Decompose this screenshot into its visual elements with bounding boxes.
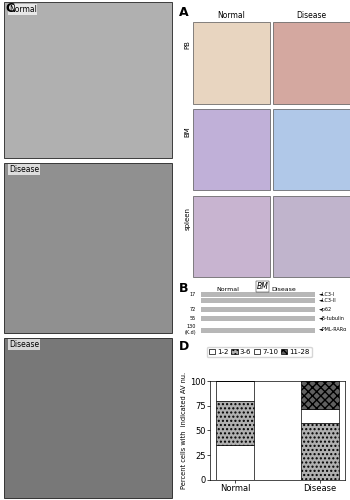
Text: Normal: Normal — [216, 287, 239, 292]
Text: Disease: Disease — [271, 287, 296, 292]
Bar — [193, 196, 270, 277]
Bar — [4, 162, 172, 332]
Text: ◄LC3-I: ◄LC3-I — [318, 292, 335, 297]
Text: ◄β-tubulin: ◄β-tubulin — [318, 316, 344, 321]
Bar — [273, 22, 350, 103]
Text: Disease: Disease — [9, 165, 39, 174]
Bar — [4, 2, 172, 158]
Bar — [301, 408, 339, 424]
Bar — [193, 109, 270, 190]
Text: BM: BM — [257, 282, 268, 291]
Text: BM: BM — [185, 126, 191, 137]
Text: A: A — [178, 6, 188, 18]
Text: 55: 55 — [190, 316, 196, 321]
Bar — [193, 22, 270, 103]
Bar — [201, 292, 315, 297]
Legend: 1-2, 3-6, 7-10, 11-28: 1-2, 3-6, 7-10, 11-28 — [207, 347, 312, 358]
Bar — [273, 196, 350, 277]
Text: Normal: Normal — [217, 11, 245, 20]
Text: Normal: Normal — [9, 5, 37, 14]
Bar — [216, 445, 254, 480]
Bar — [216, 401, 254, 445]
Bar — [216, 381, 254, 401]
Text: ◄p62: ◄p62 — [318, 307, 332, 312]
Text: ◄PML-RARα: ◄PML-RARα — [318, 328, 347, 332]
Text: 72: 72 — [190, 307, 196, 312]
Bar — [201, 316, 315, 322]
Text: Disease: Disease — [296, 11, 327, 20]
Text: 130
(K.d): 130 (K.d) — [184, 324, 196, 336]
Text: 17: 17 — [190, 292, 196, 297]
Bar — [301, 381, 339, 408]
Text: B: B — [178, 282, 188, 294]
Y-axis label: Percent cells with  indicated AV nu.: Percent cells with indicated AV nu. — [181, 372, 187, 489]
Bar — [201, 308, 315, 312]
Text: Disease: Disease — [9, 340, 39, 349]
Bar — [201, 298, 315, 303]
Bar — [273, 109, 350, 190]
Text: D: D — [178, 340, 189, 352]
Text: spleen: spleen — [185, 207, 191, 230]
Text: PB: PB — [185, 40, 191, 49]
Bar — [4, 338, 172, 498]
Text: C: C — [5, 2, 14, 16]
Bar — [201, 328, 315, 332]
Bar — [301, 424, 339, 480]
Text: ◄LC3-II: ◄LC3-II — [318, 298, 336, 303]
